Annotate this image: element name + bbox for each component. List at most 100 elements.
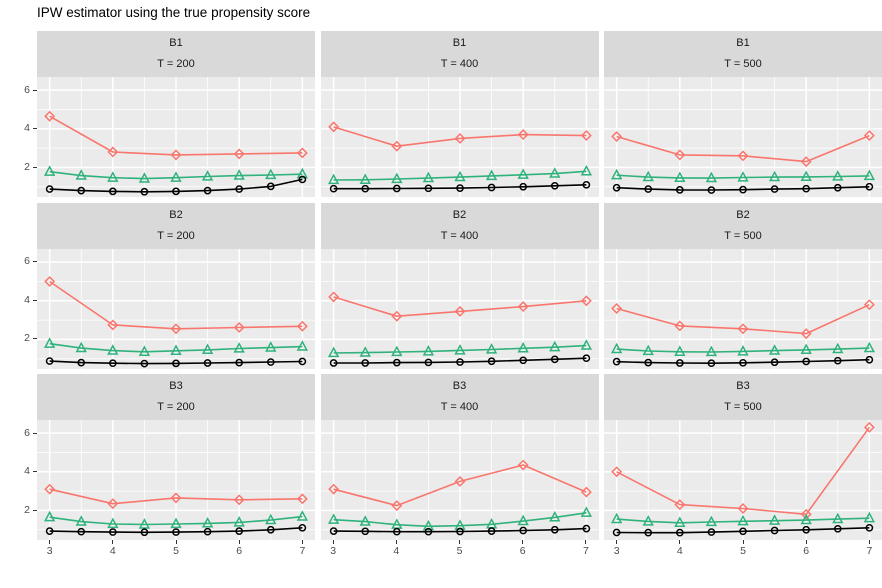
diamond-marker xyxy=(390,500,402,512)
circle-marker xyxy=(675,528,684,537)
circle-marker xyxy=(802,357,811,365)
circle-marker xyxy=(550,354,559,363)
circle-marker xyxy=(108,358,117,367)
circle-marker xyxy=(487,356,495,365)
black-circle-series-line xyxy=(49,178,303,193)
x-axis-tick xyxy=(616,540,618,544)
red-diamond-series xyxy=(44,483,308,510)
circle-marker xyxy=(360,358,369,367)
triangle-marker xyxy=(138,172,151,183)
x-axis-tick-label: 4 xyxy=(109,545,116,557)
green-triangle-series xyxy=(327,338,592,357)
triangle-marker xyxy=(674,344,686,356)
triangle-marker xyxy=(453,343,466,355)
circle-marker xyxy=(833,524,842,533)
triangle-marker xyxy=(705,515,718,527)
green-triangle-series xyxy=(43,336,309,356)
diamond-marker xyxy=(390,140,402,152)
facet-strip-b-label: B3 xyxy=(736,380,750,392)
triangle-marker xyxy=(610,168,623,180)
diamond-marker xyxy=(170,492,182,504)
black-circle-series xyxy=(612,182,874,194)
diamond-marker xyxy=(296,493,308,505)
triangle-marker xyxy=(832,512,844,524)
facet-strip-b-label: B3 xyxy=(169,380,183,392)
triangle-marker xyxy=(233,516,245,527)
diamond-marker xyxy=(44,110,56,122)
green-triangle-series-line xyxy=(49,515,303,526)
x-axis-tick-label: 3 xyxy=(330,545,337,557)
x-axis-tick-label: 4 xyxy=(676,545,683,557)
triangle-marker xyxy=(768,343,781,355)
diamond-marker xyxy=(327,121,339,133)
triangle-marker xyxy=(610,342,623,353)
facet-strip-b-label: B1 xyxy=(736,37,750,49)
circle-marker xyxy=(550,181,559,190)
circle-marker xyxy=(77,527,86,536)
x-axis-tick-label: 7 xyxy=(299,545,306,557)
black-circle-series xyxy=(329,524,590,536)
x-axis-tick xyxy=(459,540,460,544)
y-axis-tick xyxy=(33,432,37,434)
facet-strip: B1 T = 500 xyxy=(604,31,882,77)
circle-marker xyxy=(360,527,369,536)
diamond-marker xyxy=(517,300,529,312)
green-triangle-series xyxy=(610,511,876,527)
black-circle-series-line xyxy=(333,527,586,533)
diamond-marker xyxy=(863,298,875,310)
green-triangle-series-line xyxy=(333,170,586,181)
diamond-marker xyxy=(107,318,119,330)
diamond-marker xyxy=(233,148,245,160)
diamond-marker xyxy=(674,149,686,161)
circle-marker xyxy=(675,358,684,367)
x-axis-tick xyxy=(49,540,51,544)
circle-marker xyxy=(739,358,747,367)
x-axis-tick xyxy=(868,540,870,544)
triangle-marker xyxy=(705,171,718,183)
triangle-marker xyxy=(265,513,277,525)
diamond-marker xyxy=(800,327,812,339)
black-circle-series-line xyxy=(616,358,870,364)
facet-strip-b-label: B2 xyxy=(452,208,467,221)
y-axis-tick-label: 4 xyxy=(24,122,30,135)
facet-panel xyxy=(320,420,599,540)
facet-panel xyxy=(37,248,315,369)
triangle-marker xyxy=(548,511,560,522)
circle-marker xyxy=(865,523,874,532)
x-axis-tick-label: 7 xyxy=(866,545,873,557)
facet-panel xyxy=(37,420,315,540)
triangle-marker xyxy=(170,343,182,355)
triangle-marker xyxy=(642,344,654,355)
triangle-marker xyxy=(674,516,686,527)
facet-strip-b-label: B1 xyxy=(452,37,467,49)
black-circle-series-line xyxy=(49,527,303,534)
triangle-marker xyxy=(737,344,749,356)
circle-marker xyxy=(739,527,747,536)
circle-marker xyxy=(770,357,779,366)
x-axis-tick-label: 3 xyxy=(613,545,620,557)
black-circle-series xyxy=(612,523,874,537)
diamond-marker xyxy=(863,130,875,142)
y-axis-tick xyxy=(33,338,37,340)
triangle-marker xyxy=(359,515,371,526)
black-circle-series xyxy=(45,356,307,367)
facet-strip-t-label: T = 500 xyxy=(724,229,762,242)
x-axis-tick-label: 6 xyxy=(803,545,810,557)
y-axis-tick xyxy=(33,89,37,91)
facet-strip-t-label: T = 200 xyxy=(157,401,195,413)
circle-marker xyxy=(770,185,779,193)
circle-marker xyxy=(329,527,337,535)
circle-marker xyxy=(739,185,747,194)
y-axis-tick-label: 4 xyxy=(24,465,30,478)
triangle-marker xyxy=(296,167,309,179)
red-diamond-series-line xyxy=(332,126,586,147)
circle-marker xyxy=(77,358,86,366)
diamond-marker xyxy=(674,319,686,331)
circle-marker xyxy=(235,527,244,535)
facet-strip-b-label: B1 xyxy=(169,37,183,49)
x-axis-tick-label: 4 xyxy=(393,545,400,557)
black-circle-series-line xyxy=(333,184,586,190)
x-axis-tick xyxy=(238,540,240,544)
green-triangle-series-line xyxy=(49,170,303,180)
